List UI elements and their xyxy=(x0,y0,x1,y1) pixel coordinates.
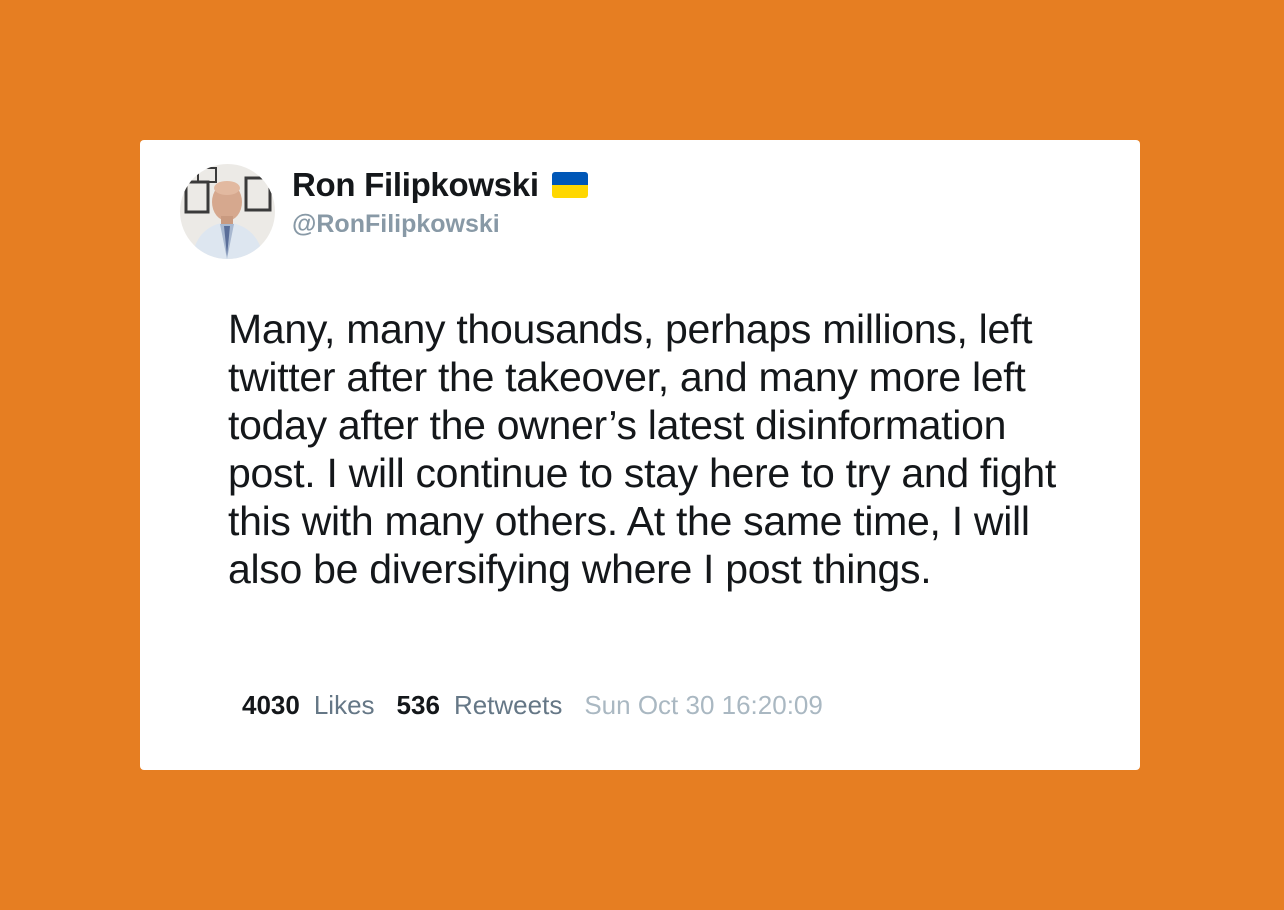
avatar[interactable] xyxy=(180,164,275,259)
tweet-stats: 4030 Likes 536 Retweets Sun Oct 30 16:20… xyxy=(242,690,823,721)
retweets-count: 536 xyxy=(396,690,440,720)
author-handle[interactable]: @RonFilipkowski xyxy=(292,210,500,238)
tweet-timestamp: Sun Oct 30 16:20:09 xyxy=(584,690,823,720)
author-name-row: Ron Filipkowski xyxy=(292,164,588,206)
likes-label: Likes xyxy=(313,690,375,720)
ukraine-flag-icon xyxy=(551,172,588,198)
likes-count: 4030 xyxy=(242,690,300,720)
author-display-name[interactable]: Ron Filipkowski xyxy=(292,166,539,203)
tweet-card: Ron Filipkowski @RonFilipkowski Many, ma… xyxy=(140,140,1140,770)
tweet-text: Many, many thousands, perhaps millions, … xyxy=(228,306,1056,592)
retweets-label: Retweets xyxy=(453,690,563,720)
